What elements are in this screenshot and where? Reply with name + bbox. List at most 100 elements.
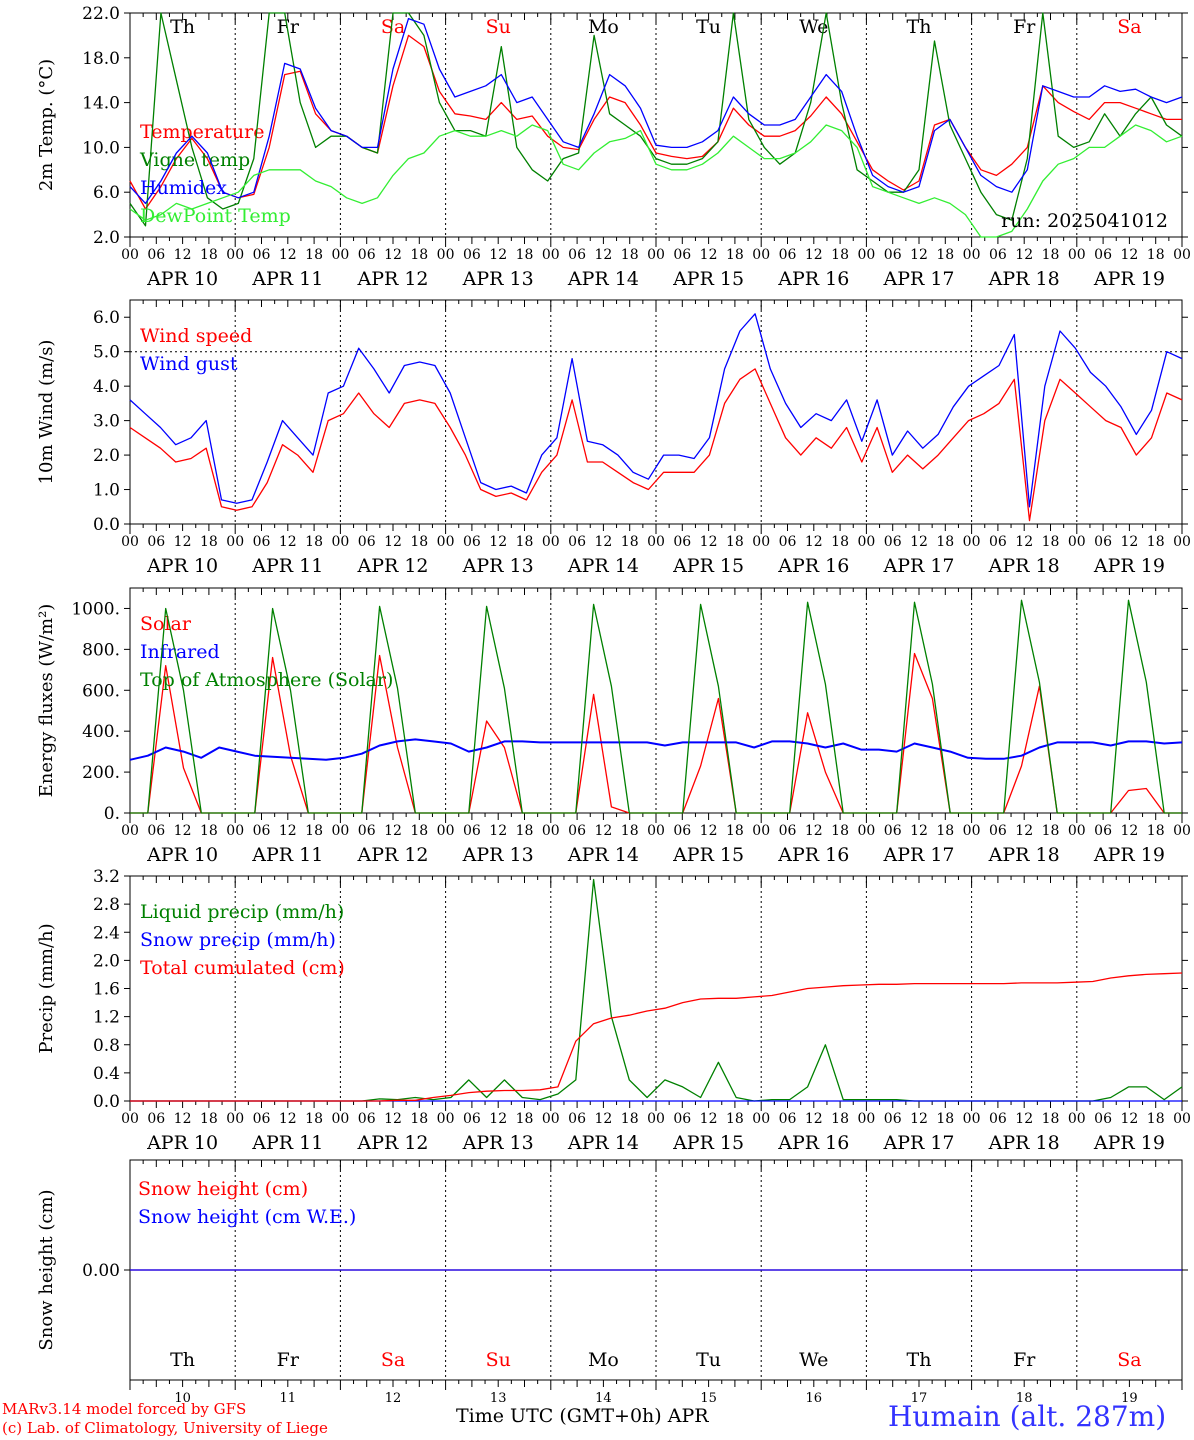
hour-tick-label: 18	[726, 534, 744, 550]
hour-tick-label: 12	[805, 823, 823, 839]
hour-tick-label: 06	[463, 247, 481, 263]
y-tick-label: 0.4	[93, 1064, 120, 1084]
hour-tick-label: 06	[358, 247, 376, 263]
date-label: APR 13	[462, 1132, 534, 1154]
hour-tick-label: 12	[910, 823, 928, 839]
weekday-label: Fr	[1013, 16, 1036, 38]
day-number-label: 17	[911, 1391, 928, 1406]
hour-tick-label: 06	[147, 823, 165, 839]
y-tick-label: 0.8	[93, 1036, 120, 1056]
date-label: APR 14	[567, 1132, 639, 1154]
hour-tick-label: 12	[805, 534, 823, 550]
hour-tick-label: 12	[700, 1111, 718, 1127]
hour-tick-label: 00	[1068, 1111, 1086, 1127]
hour-tick-label: 18	[1147, 247, 1165, 263]
hour-tick-label: 00	[331, 247, 349, 263]
y-tick-label: 0.0	[93, 1092, 120, 1112]
date-label: APR 10	[146, 844, 218, 866]
hour-tick-label: 00	[542, 534, 560, 550]
hour-tick-label: 06	[463, 534, 481, 550]
series-line	[129, 12, 1183, 227]
date-label: APR 16	[777, 268, 849, 290]
weekday-label: Th	[907, 16, 932, 38]
series-line	[129, 124, 1183, 238]
hour-tick-label: 00	[857, 534, 875, 550]
y-tick-label: 10.0	[82, 138, 120, 158]
legend-entry: Top of Atmosphere (Solar)	[140, 669, 393, 691]
hour-tick-label: 12	[279, 247, 297, 263]
panel-4: 0.0 0.4 0.8 1.2 1.6 2.0 2.4 2.8 3.2 Precip (mm/h)…	[36, 867, 1191, 1154]
hour-tick-label: 00	[542, 1111, 560, 1127]
hour-tick-label: 18	[305, 247, 323, 263]
hour-tick-label: 06	[568, 534, 586, 550]
date-label: APR 12	[356, 1132, 428, 1154]
legend-entry: Snow height (cm)	[138, 1178, 308, 1200]
hour-tick-label: 18	[621, 1111, 639, 1127]
y-tick-label: 1.0	[93, 481, 120, 501]
hour-tick-label: 12	[1015, 247, 1033, 263]
day-number-label: 12	[385, 1391, 402, 1406]
hour-tick-label: 00	[226, 247, 244, 263]
y-tick-label: 0.00	[82, 1261, 120, 1281]
hour-tick-label: 06	[147, 1111, 165, 1127]
date-label: APR 19	[1093, 844, 1165, 866]
weekday-label: Tu	[696, 16, 721, 38]
hour-tick-label: 12	[1120, 534, 1138, 550]
weekday-label: Fr	[1013, 1349, 1036, 1371]
date-label: APR 18	[988, 268, 1060, 290]
hour-tick-label: 06	[253, 1111, 271, 1127]
hour-tick-label: 06	[779, 534, 797, 550]
hour-tick-label: 18	[1147, 534, 1165, 550]
hour-tick-label: 06	[463, 1111, 481, 1127]
hour-tick-label: 00	[226, 534, 244, 550]
hour-tick-label: 18	[831, 823, 849, 839]
hour-tick-label: 00	[857, 247, 875, 263]
weekday-label: Fr	[277, 16, 300, 38]
hour-tick-label: 06	[253, 247, 271, 263]
date-label: APR 17	[882, 268, 954, 290]
weekday-label: We	[799, 16, 828, 38]
panel-1: 2.0 6.0 10.0 14.0 18.0 22.0 2m Temp. (°C) 00 06 1…	[36, 4, 1191, 290]
weekday-label: Sa	[381, 16, 405, 38]
date-label: APR 13	[462, 844, 534, 866]
y-axis-label: Snow height (cm)	[36, 1189, 57, 1350]
hour-tick-label: 06	[779, 1111, 797, 1127]
day-number-label: 14	[595, 1391, 612, 1406]
hour-tick-label: 00	[1173, 1111, 1191, 1127]
hour-tick-label: 00	[1173, 534, 1191, 550]
date-label: APR 15	[672, 555, 744, 577]
hour-tick-label: 12	[1120, 247, 1138, 263]
y-tick-label: 3.0	[93, 412, 120, 432]
hour-tick-label: 06	[568, 823, 586, 839]
y-tick-label: 400.	[82, 722, 120, 742]
hour-tick-label: 00	[963, 823, 981, 839]
hour-tick-label: 18	[200, 247, 218, 263]
hour-tick-label: 00	[647, 247, 665, 263]
y-tick-label: 2.0	[93, 228, 120, 248]
y-tick-label: 1.6	[93, 980, 120, 1000]
weekday-label: Fr	[277, 1349, 300, 1371]
y-tick-label: 4.0	[93, 377, 120, 397]
hour-tick-label: 06	[673, 247, 691, 263]
hour-tick-label: 18	[621, 247, 639, 263]
hour-tick-label: 18	[516, 534, 534, 550]
legend-entry: Humidex	[140, 177, 227, 199]
hour-tick-label: 18	[1147, 823, 1165, 839]
hour-tick-label: 06	[147, 247, 165, 263]
hour-tick-label: 12	[805, 247, 823, 263]
hour-tick-label: 18	[1042, 823, 1060, 839]
hour-tick-label: 12	[174, 534, 192, 550]
hour-tick-label: 18	[516, 823, 534, 839]
hour-tick-label: 00	[542, 247, 560, 263]
hour-tick-label: 06	[989, 823, 1007, 839]
hour-tick-label: 00	[647, 1111, 665, 1127]
legend-entry: Wind speed	[140, 325, 252, 347]
hour-tick-label: 00	[226, 823, 244, 839]
hour-tick-label: 00	[437, 247, 455, 263]
day-number-label: 13	[490, 1391, 507, 1406]
date-label: APR 19	[1093, 1132, 1165, 1154]
hour-tick-label: 06	[463, 823, 481, 839]
series-line	[129, 368, 1183, 522]
hour-tick-label: 00	[647, 534, 665, 550]
